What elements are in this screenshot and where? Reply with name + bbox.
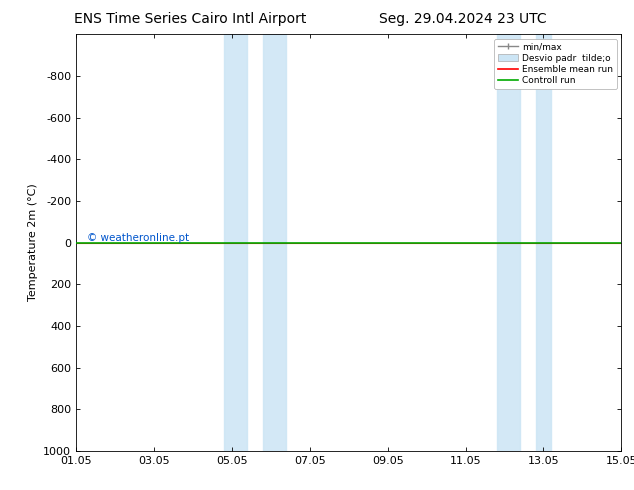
Bar bbox=[224, 34, 247, 451]
Bar bbox=[263, 34, 287, 451]
Bar bbox=[496, 34, 520, 451]
Text: © weatheronline.pt: © weatheronline.pt bbox=[87, 233, 189, 243]
Legend: min/max, Desvio padr  tilde;o, Ensemble mean run, Controll run: min/max, Desvio padr tilde;o, Ensemble m… bbox=[495, 39, 617, 89]
Text: ENS Time Series Cairo Intl Airport: ENS Time Series Cairo Intl Airport bbox=[74, 12, 306, 26]
Y-axis label: Temperature 2m (°C): Temperature 2m (°C) bbox=[28, 184, 37, 301]
Text: Seg. 29.04.2024 23 UTC: Seg. 29.04.2024 23 UTC bbox=[379, 12, 547, 26]
Bar bbox=[536, 34, 551, 451]
